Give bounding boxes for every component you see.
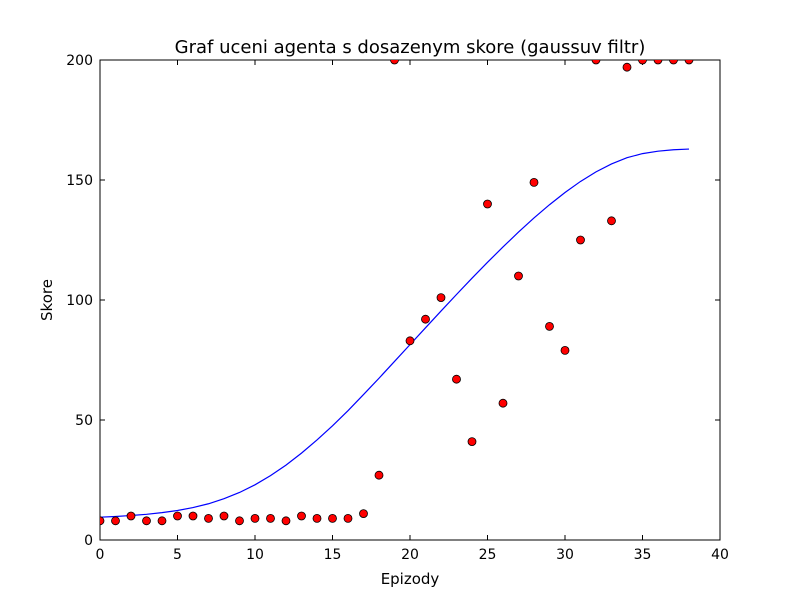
y-tick-label: 50 xyxy=(75,413,93,429)
chart-title: Graf uceni agenta s dosazenym skore (gau… xyxy=(175,37,646,58)
data-point xyxy=(607,216,616,226)
plot-area xyxy=(99,59,721,541)
data-point xyxy=(219,511,229,521)
data-point xyxy=(343,514,353,523)
data-point xyxy=(669,60,678,65)
data-point xyxy=(498,398,508,408)
y-tick-label: 0 xyxy=(84,533,93,549)
data-point xyxy=(328,514,337,523)
x-tick-label: 30 xyxy=(556,547,574,563)
data-point xyxy=(483,199,492,209)
data-point xyxy=(638,60,647,65)
x-tick-label: 20 xyxy=(401,547,419,563)
data-point xyxy=(266,514,275,523)
data-point xyxy=(576,235,585,245)
data-point xyxy=(421,314,430,324)
data-point xyxy=(653,60,663,65)
x-axis-label: Epizody xyxy=(381,570,440,588)
data-point xyxy=(312,514,322,523)
data-point xyxy=(436,293,446,303)
data-point xyxy=(126,511,136,521)
data-point xyxy=(545,321,554,331)
x-tick-label: 15 xyxy=(324,547,342,563)
data-point xyxy=(374,470,384,480)
data-point xyxy=(359,509,368,518)
x-tick-label: 40 xyxy=(711,547,729,563)
data-point xyxy=(142,516,151,526)
chart-marks xyxy=(99,60,694,526)
data-point xyxy=(390,60,399,65)
data-point xyxy=(467,437,477,447)
y-tick-label: 200 xyxy=(66,53,93,69)
x-tick-label: 25 xyxy=(479,547,497,563)
data-point xyxy=(514,271,523,281)
axis-ticks: 0 5 10 15 20 25 30 35 40 0 50 100 150 200 xyxy=(66,53,729,563)
data-point xyxy=(100,516,105,526)
data-point xyxy=(591,60,601,65)
x-tick-label: 0 xyxy=(96,547,105,563)
data-point xyxy=(452,374,461,384)
data-point xyxy=(281,516,291,526)
data-point xyxy=(188,511,198,521)
y-tick-label: 100 xyxy=(66,293,93,309)
data-point xyxy=(622,62,632,72)
data-point xyxy=(529,177,539,187)
data-point xyxy=(560,345,570,355)
scatter-points xyxy=(100,60,694,526)
data-point xyxy=(684,60,694,65)
data-point xyxy=(204,514,213,523)
x-tick-label: 10 xyxy=(246,547,264,563)
plot-frame xyxy=(99,59,721,541)
y-tick-label: 150 xyxy=(66,173,93,189)
smoothed-line xyxy=(99,148,690,518)
data-point xyxy=(111,516,120,526)
data-point xyxy=(297,511,306,521)
data-point xyxy=(250,514,260,523)
data-point xyxy=(405,336,415,346)
x-tick-label: 35 xyxy=(634,547,652,563)
y-axis-label: Skore xyxy=(38,279,56,321)
x-tick-label: 5 xyxy=(173,547,182,563)
data-point xyxy=(157,516,167,526)
data-point xyxy=(173,511,182,521)
data-point xyxy=(235,516,244,526)
